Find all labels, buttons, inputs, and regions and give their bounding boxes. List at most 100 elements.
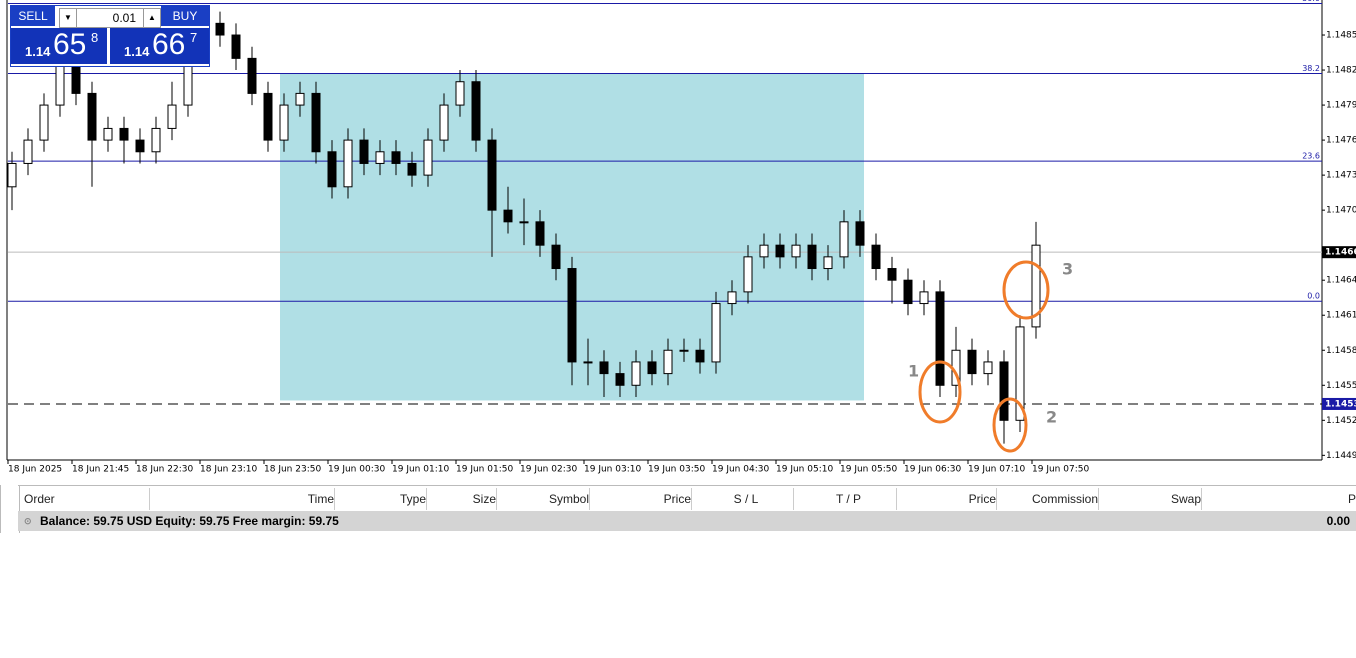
fib-label: 0.0 [1307,292,1320,301]
candle-body [1015,326,1025,421]
candle-body [679,349,689,352]
ask-pips: 66 [152,28,186,61]
candle-body [567,268,577,363]
balance-row[interactable]: ⊙ Balance: 59.75 USD Equity: 59.75 Free … [18,511,1356,531]
candle-body [279,104,289,141]
balance-text: Balance: 59.75 USD Equity: 59.75 Free ma… [40,514,339,528]
candle-body [983,361,993,375]
candle-body [407,162,417,176]
candle-body [423,139,433,176]
candle-body [615,373,625,386]
profit-total: 0.00 [1326,514,1350,528]
candle-body [263,92,273,141]
y-tick-label: 1.1452 [1326,416,1356,426]
sell-button[interactable]: SELL [11,6,55,26]
candle-body [215,22,225,36]
buy-button[interactable]: BUY [161,6,209,26]
candle-body [439,104,449,141]
x-tick-label: 19 Jun 02:30 [520,465,577,475]
bid-point: 8 [91,30,99,45]
x-tick-label: 19 Jun 00:30 [328,465,385,475]
column-header[interactable]: Order [18,488,150,510]
candle-body [855,221,865,246]
candle-body [391,151,401,164]
x-tick-label: 18 Jun 23:10 [200,465,257,475]
lot-down[interactable]: ▼ [60,9,77,27]
bid-quote[interactable]: 1.14 65 8 [11,28,107,64]
row-icon: ⊙ [24,516,32,526]
lot-up[interactable]: ▲ [143,9,160,27]
candle-body [791,244,801,258]
candle-body [903,279,913,305]
candle-body [503,209,513,223]
candle-body [599,361,609,375]
column-header[interactable]: Price [898,488,997,510]
lot-input[interactable]: ▼ 0.01 ▲ [59,8,161,28]
annotation-circle [992,397,1028,453]
column-header[interactable]: Symbol [498,488,590,510]
candle-body [487,139,497,211]
column-header[interactable]: Swap [1100,488,1202,510]
x-tick-label: 18 Jun 22:30 [136,465,193,475]
candle-body [711,303,721,363]
column-header[interactable]: Type [336,488,427,510]
candle-body [663,349,673,375]
candle-body [375,151,385,164]
candle-body [967,349,977,375]
annotation-circle [1002,260,1050,320]
candle-body [743,256,753,293]
candle-body [103,127,113,141]
terminal-side [0,485,20,533]
column-header[interactable]: Time [151,488,335,510]
lot-value: 0.01 [112,11,136,25]
candle-body [727,291,737,305]
bid-big: 1.14 [25,44,51,59]
candle-body [455,81,465,106]
x-tick-label: 18 Jun 21:45 [72,465,129,475]
x-tick-label: 18 Jun 23:50 [264,465,321,475]
ask-quote[interactable]: 1.14 66 7 [110,28,209,64]
y-tick-label: 1.1476 [1326,136,1356,146]
column-header[interactable]: Profit [1203,488,1356,510]
candle-body [343,139,353,188]
candle-body [887,268,897,281]
candle-body [935,291,945,386]
annotation-label: 1 [908,362,919,381]
y-tick-label: 1.1485 [1326,31,1356,41]
candle-body [535,221,545,246]
candle-body [7,162,17,188]
x-tick-label: 18 Jun 2025 [8,465,62,475]
candle-body [471,81,481,141]
annotation-label: 2 [1046,408,1057,427]
column-header[interactable]: S / L [693,488,794,510]
chart: 1.14851.14821.14791.14761.14731.14701.14… [6,0,1356,475]
column-header[interactable]: Commission [998,488,1099,510]
candle-body [583,361,593,364]
y-tick-label: 1.1458 [1326,346,1356,356]
y-tick-label: 1.1455 [1326,381,1356,391]
x-tick-label: 19 Jun 07:10 [968,465,1025,475]
candle-body [519,221,529,224]
x-tick-label: 19 Jun 01:50 [456,465,513,475]
bid-pips: 65 [53,28,87,61]
x-tick-label: 19 Jun 06:30 [904,465,961,475]
y-tick-label: 1.1482 [1326,66,1356,76]
fib-label: 23.6 [1302,152,1320,161]
candle-body [551,244,561,270]
column-header[interactable]: Price [591,488,692,510]
candle-body [23,139,33,164]
column-header[interactable]: T / P [795,488,897,510]
x-tick-label: 19 Jun 01:10 [392,465,449,475]
candle-body [775,244,785,258]
candle-body [247,57,257,94]
column-header[interactable]: Size [428,488,497,510]
candle-body [231,34,241,59]
candle-body [151,127,161,153]
candle-body [807,244,817,270]
trade-panel: SELL ▼ 0.01 ▲ BUY 1.14 65 8 1.14 66 7 [10,5,210,67]
candle-body [871,244,881,270]
y-tick-label: 1.1470 [1326,206,1356,216]
candle-body [647,361,657,375]
